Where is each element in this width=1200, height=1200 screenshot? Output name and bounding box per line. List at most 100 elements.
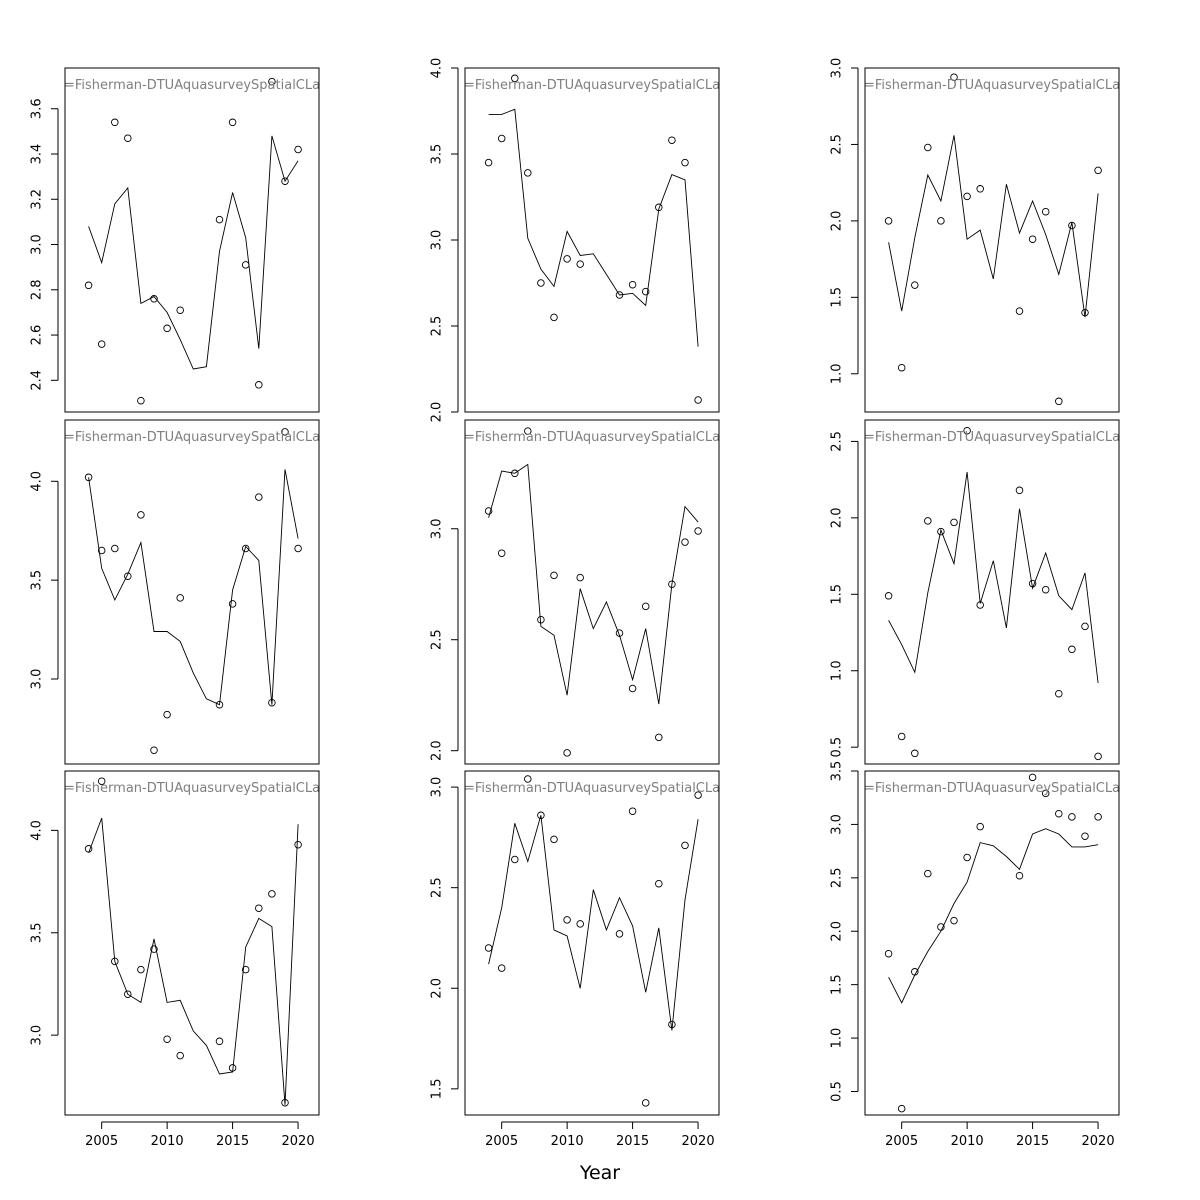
data-point-2005 [97,777,106,785]
y-tick-label: 4.0 [430,58,445,79]
data-point-2020 [694,396,702,404]
data-point-2015 [228,600,237,608]
data-point-2015 [628,684,637,693]
data-point-2018 [668,580,676,588]
data-point-2016 [641,287,650,296]
fit-line [88,135,299,370]
data-point-2005 [897,363,906,372]
panel-annotation: =Fisherman-DTUAquasurveySpatialCLa [64,781,320,796]
x-tick-label: 2020 [1082,1134,1115,1149]
data-point-2011 [976,822,984,831]
data-point-2006 [511,855,519,864]
data-point-2018 [668,1020,676,1029]
data-point-2019 [681,841,689,850]
x-tick-label: 2005 [885,1134,918,1149]
y-tick-label: 2.4 [30,370,45,391]
x-tick-label: 2010 [951,1134,984,1149]
data-point-2005 [897,732,906,741]
data-point-2008 [137,396,145,405]
y-tick-label: 3.0 [30,669,45,690]
data-point-2020 [694,791,702,799]
data-point-2004 [484,507,493,515]
data-point-2015 [1028,773,1037,782]
data-point-2009 [950,916,958,925]
x-tick-label: 2015 [1016,1134,1049,1149]
data-point-2008 [537,615,545,624]
y-axis: 3.0 3.5 4.0 [30,471,59,689]
data-point-2014 [615,629,624,637]
data-point-2020 [694,527,702,535]
panel-r1-c3: =Fisherman-DTUAquasurveySpatialCLa 1.0 1.5… [830,58,1120,413]
panels: =Fisherman-DTUAquasurveySpatialCLa 2.4 2.6… [30,58,1120,1149]
plot-frame [464,419,720,765]
y-tick-label: 2.0 [830,921,845,942]
fit-line [488,108,699,347]
fit-line [888,828,1099,1004]
panel-annotation: =Fisherman-DTUAquasurveySpatialCLa [464,781,720,796]
data-point-2004 [884,592,893,600]
data-point-2011 [176,306,184,314]
data-point-2010 [963,853,971,862]
data-point-2010 [563,255,571,263]
data-point-2011 [576,920,584,928]
panel-r3-c2: =Fisherman-DTUAquasurveySpatialCLa 1.5 2.0… [430,770,720,1149]
y-tick-label: 2.5 [830,431,845,452]
data-point-2018 [668,136,676,144]
panel-r1-c1: =Fisherman-DTUAquasurveySpatialCLa 2.4 2.6… [30,67,320,413]
data-point-2017 [255,381,263,389]
data-point-2009 [550,313,558,322]
data-point-2007 [124,572,132,580]
y-tick-label: 2.8 [30,279,45,300]
x-tick-label: 2015 [216,1134,249,1149]
panel-annotation: =Fisherman-DTUAquasurveySpatialCLa [64,430,320,445]
y-tick-label: 2.6 [30,325,45,346]
data-point-2007 [124,134,132,142]
data-point-2017 [655,733,663,742]
panel-r3-c1: =Fisherman-DTUAquasurveySpatialCLa 3.0 3.5… [30,770,320,1149]
y-tick-label: 3.0 [830,814,845,835]
data-point-2011 [176,1051,184,1060]
data-point-2011 [576,260,584,268]
data-point-2011 [576,573,584,582]
data-point-2005 [897,1104,906,1113]
data-point-2016 [1041,585,1050,594]
y-tick-label: 3.2 [30,189,45,210]
data-point-2019 [281,1098,289,1107]
y-tick-label: 3.5 [830,761,845,782]
data-point-2008 [537,811,545,820]
y-axis: 2.0 2.5 3.0 [430,518,459,761]
panel-r2-c1: =Fisherman-DTUAquasurveySpatialCLa 3.0 3.5… [30,419,320,765]
data-point-2020 [1094,813,1102,821]
data-point-2010 [163,324,171,333]
panel-annotation: =Fisherman-DTUAquasurveySpatialCLa [864,781,1120,796]
y-axis: 0.5 1.0 1.5 2.0 2.5 [830,431,859,758]
y-axis: 0.5 1.0 1.5 2.0 2.5 3.0 3.5 [830,761,859,1102]
x-tick-label: 2010 [151,1134,184,1149]
data-point-2017 [1055,809,1063,818]
x-tick-label: 2015 [616,1134,649,1149]
data-point-2019 [1081,622,1089,631]
data-point-2020 [294,145,302,154]
data-point-2009 [950,73,958,81]
data-point-2009 [150,295,158,303]
data-point-2014 [615,291,624,299]
data-point-2007 [924,143,932,152]
y-tick-label: 2.0 [430,740,445,761]
y-tick-label: 1.5 [830,287,845,308]
y-tick-label: 2.5 [430,629,445,650]
data-point-2011 [976,601,984,609]
data-point-2008 [937,527,945,536]
y-axis: 2.0 2.5 3.0 3.5 4.0 [430,58,459,422]
plot-frame [864,770,1120,1116]
data-point-2010 [163,710,171,719]
data-point-2009 [150,746,158,754]
data-point-2004 [884,949,893,958]
y-tick-label: 2.5 [830,134,845,155]
x-tick-label: 2020 [682,1134,715,1149]
data-point-2006 [111,957,119,966]
y-tick-label: 1.5 [830,584,845,605]
y-tick-label: 2.5 [430,316,445,337]
panel-annotation: =Fisherman-DTUAquasurveySpatialCLa [64,78,320,93]
x-tick-label: 2020 [282,1134,315,1149]
data-point-2016 [241,261,250,269]
